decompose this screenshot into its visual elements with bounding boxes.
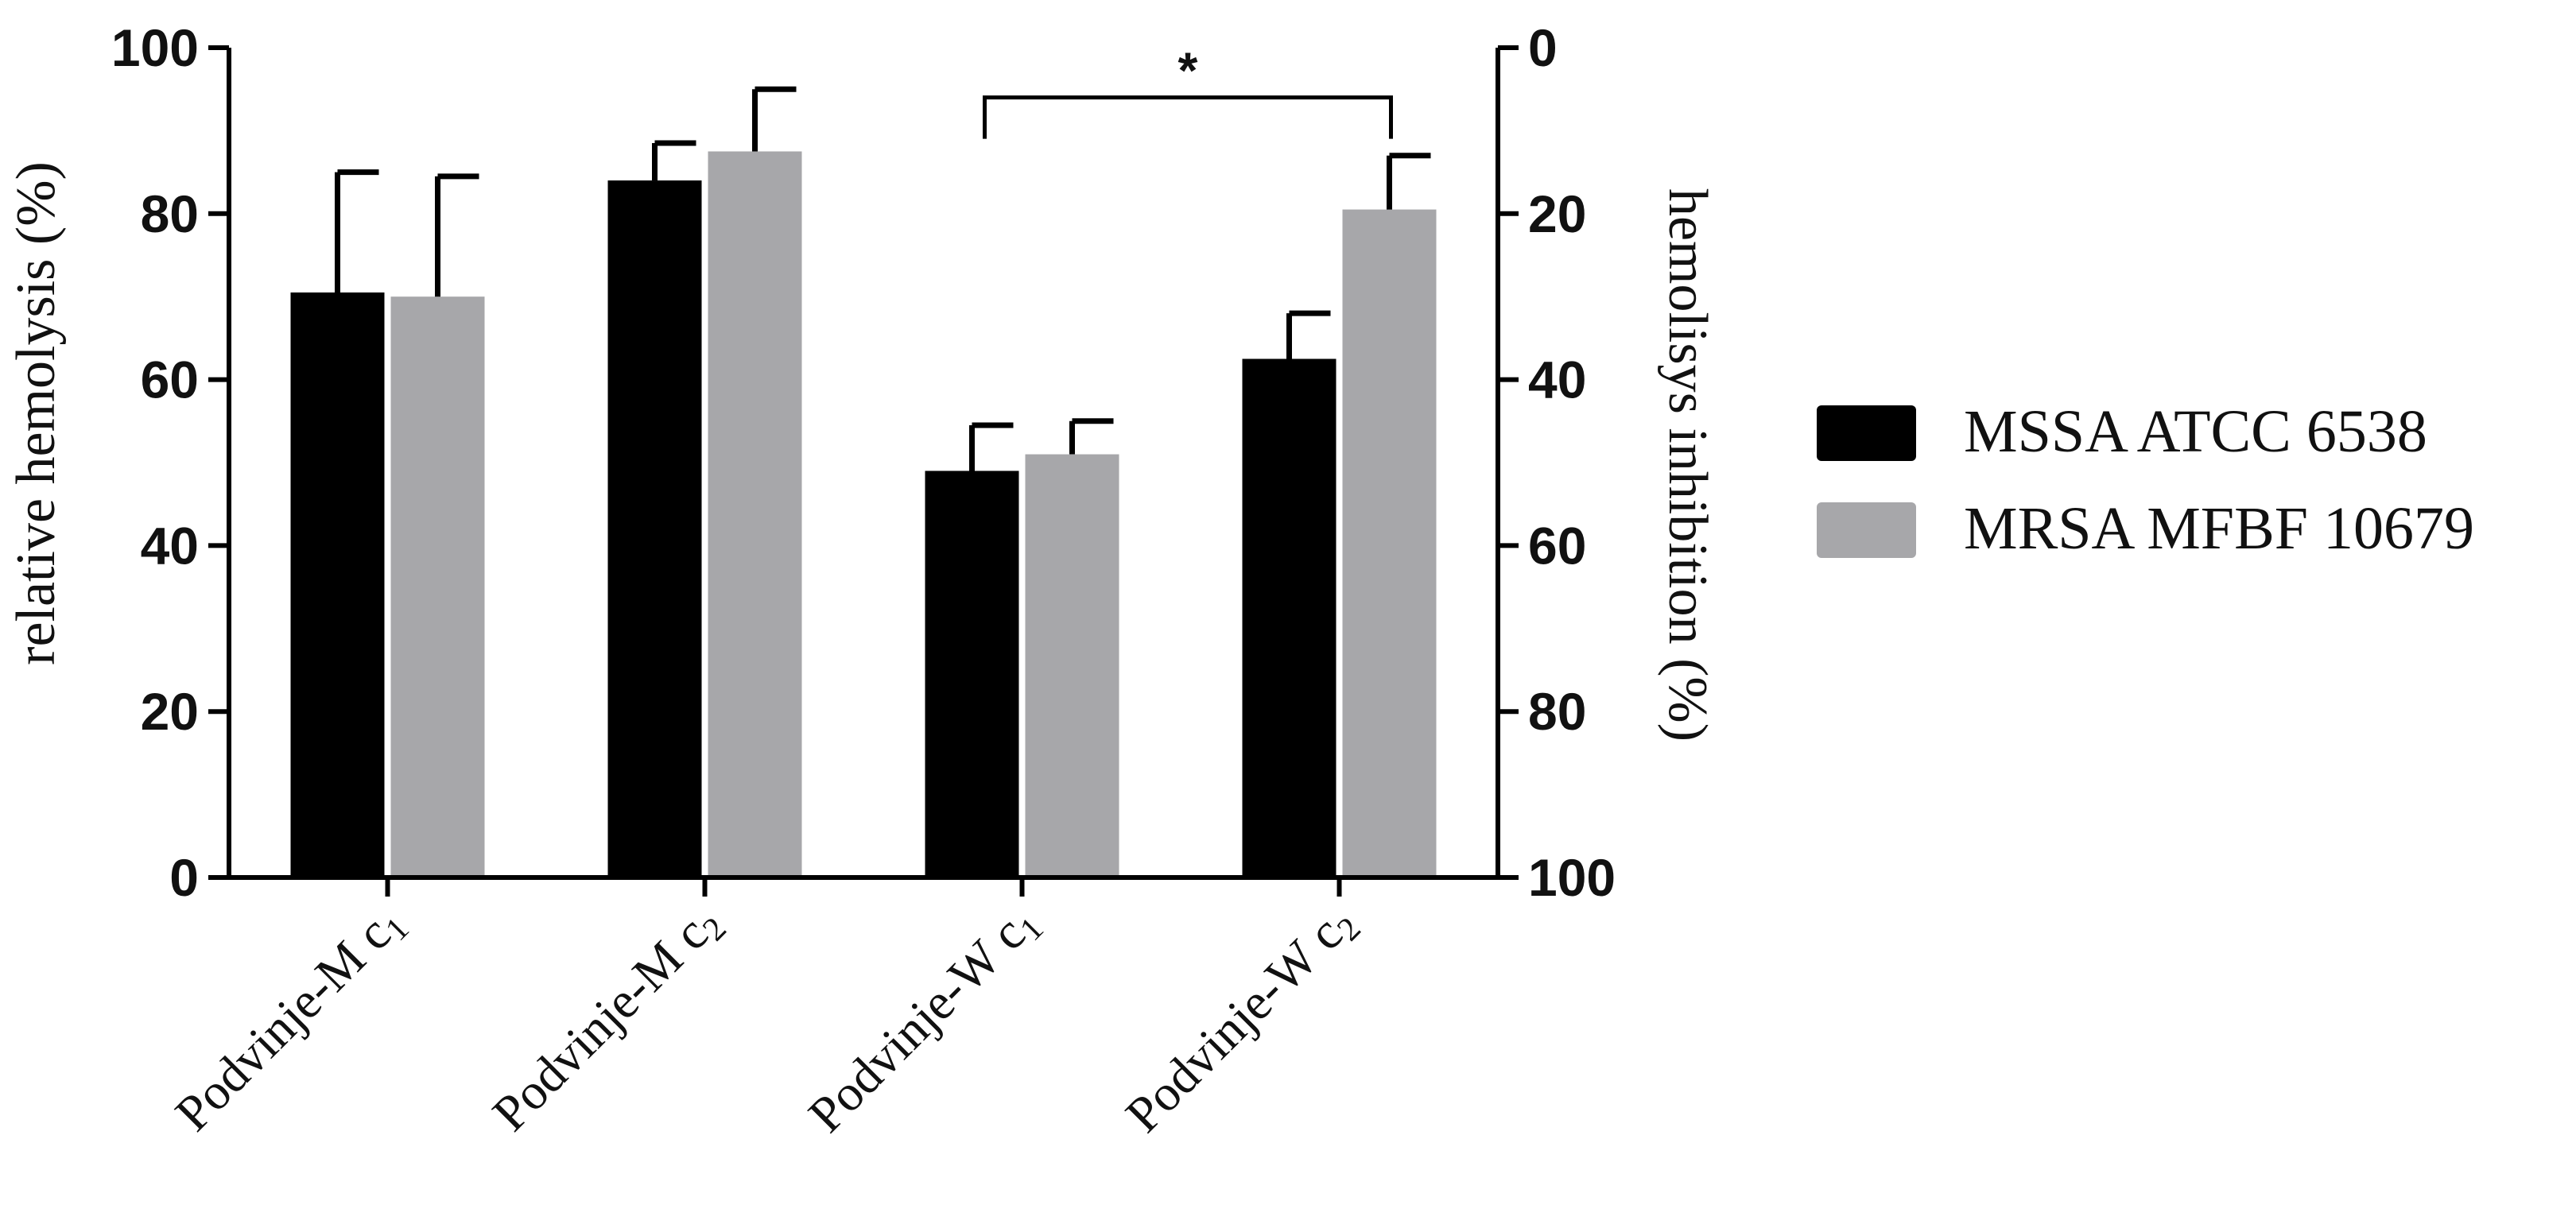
bar — [1342, 209, 1437, 878]
y-axis-title: relative hemolysis (%) — [6, 161, 67, 665]
bar — [1242, 358, 1336, 877]
x-tick-label: Podvinje-W c2 — [1115, 893, 1368, 1147]
y2-tick-label: 20 — [1528, 184, 1586, 243]
significance-bracket — [983, 95, 1393, 139]
y-tick-label: 60 — [141, 351, 199, 409]
x-tick-label-subscript: 2 — [696, 911, 733, 948]
x-tick-label-subscript: 1 — [1013, 911, 1050, 948]
y2-axis-title: hemolisys inhibition (%) — [1657, 188, 1718, 742]
legend-label: MSSA ATCC 6538 — [1964, 398, 2427, 465]
y-tick-label: 0 — [169, 848, 199, 907]
bar — [607, 180, 702, 878]
legend-swatch — [1817, 502, 1916, 558]
y-tick-label: 100 — [111, 18, 199, 77]
bar — [708, 151, 802, 877]
legend-label: MRSA MFBF 10679 — [1964, 495, 2474, 562]
y2-tick-label: 40 — [1528, 351, 1586, 409]
y-tick-label: 80 — [141, 184, 199, 243]
y2-tick-label: 100 — [1528, 848, 1616, 907]
y-tick-label: 20 — [141, 682, 199, 741]
bar — [390, 296, 485, 877]
x-tick-label: Podvinje-M c1 — [165, 893, 417, 1145]
y-tick-label: 40 — [141, 516, 199, 575]
x-tick-label-subscript: 2 — [1330, 911, 1368, 948]
bar — [1025, 454, 1119, 877]
y2-tick-label: 60 — [1528, 516, 1586, 575]
significance-marker: * — [1178, 42, 1198, 99]
bar — [290, 292, 385, 878]
x-tick-label: Podvinje-M c2 — [482, 893, 734, 1145]
legend-swatch — [1817, 405, 1916, 461]
bar — [925, 471, 1019, 877]
plot-area: 0 20 40 60 80 100 0 20 40 60 80 100 Podvinje-M c1 Pod… — [111, 18, 2474, 1146]
x-tick-label: Podvinje-W c1 — [797, 893, 1051, 1147]
x-tick-label-subscript: 1 — [378, 911, 416, 948]
y2-tick-label: 80 — [1528, 682, 1586, 741]
y2-tick-label: 0 — [1528, 18, 1558, 77]
